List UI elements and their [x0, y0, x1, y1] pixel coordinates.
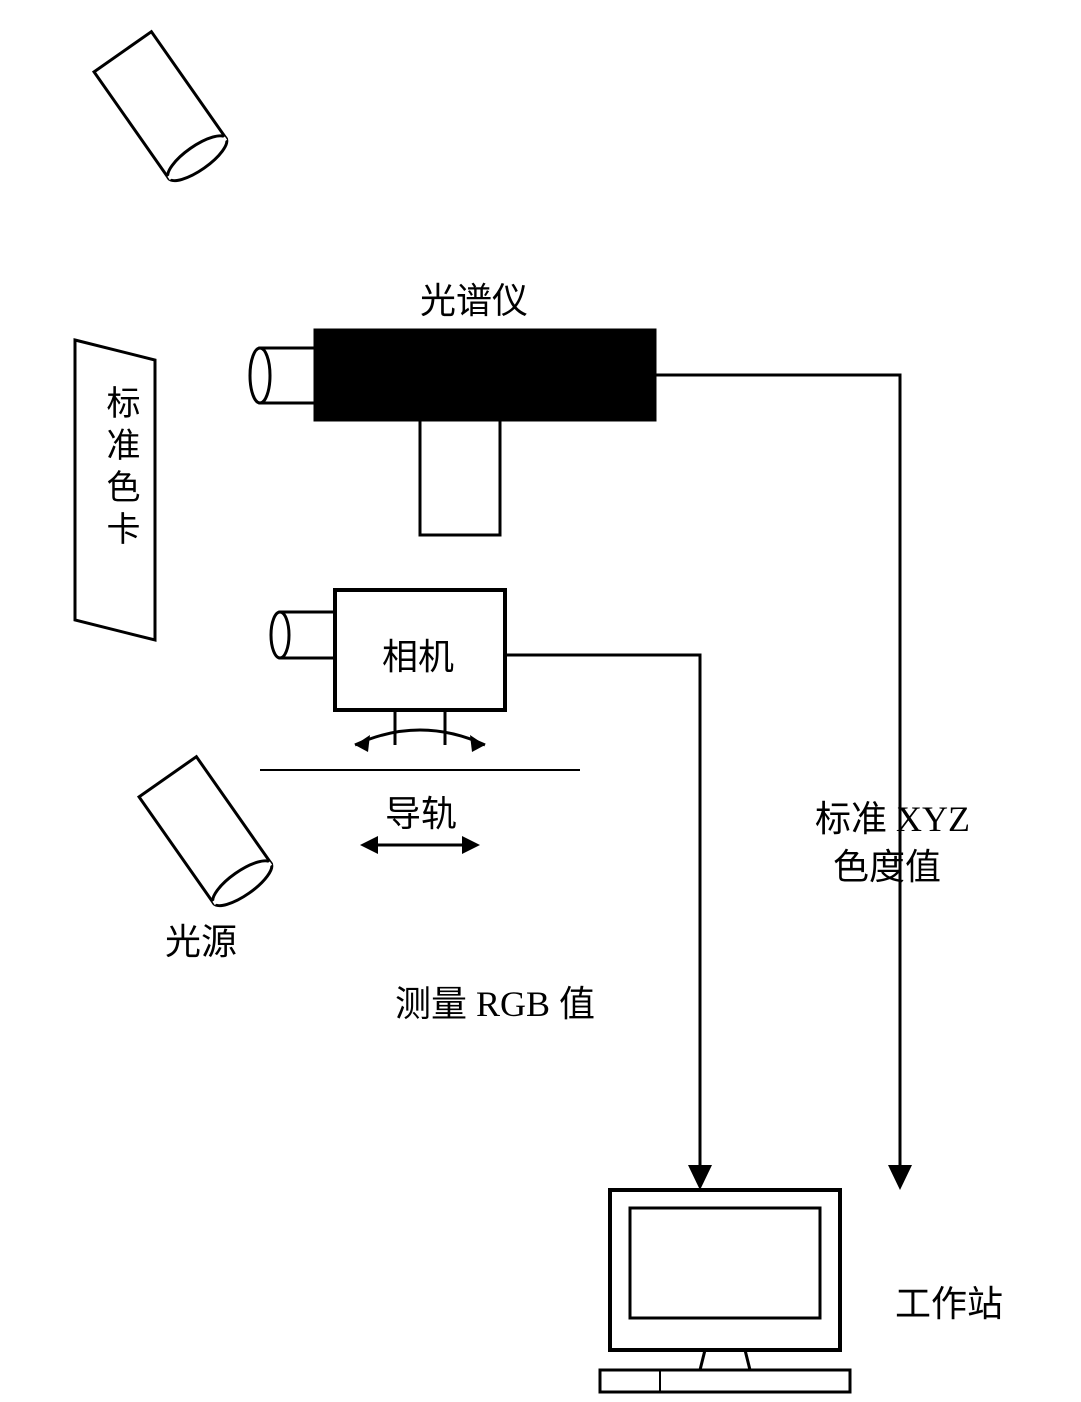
- light-source-top: [94, 32, 233, 188]
- xyz-value-label-2: 色度值: [833, 838, 941, 890]
- light-source-label: 光源: [165, 913, 237, 965]
- xyz-arrow: [655, 375, 912, 1190]
- rail-label: 导轨: [385, 785, 457, 837]
- workstation-shape: [600, 1190, 850, 1392]
- spectrometer-shape: [250, 330, 655, 535]
- diagram-canvas: [0, 0, 1081, 1402]
- workstation-label: 工作站: [895, 1275, 1003, 1327]
- rgb-arrow: [505, 655, 712, 1190]
- light-source-bottom: [139, 757, 278, 913]
- rgb-value-label: 测量 RGB 值: [395, 975, 595, 1027]
- camera-label: 相机: [382, 628, 454, 680]
- xyz-value-label-1: 标准 XYZ: [815, 790, 970, 842]
- spectrometer-label: 光谱仪: [420, 272, 528, 324]
- color-card-label: 标准色卡: [95, 385, 144, 553]
